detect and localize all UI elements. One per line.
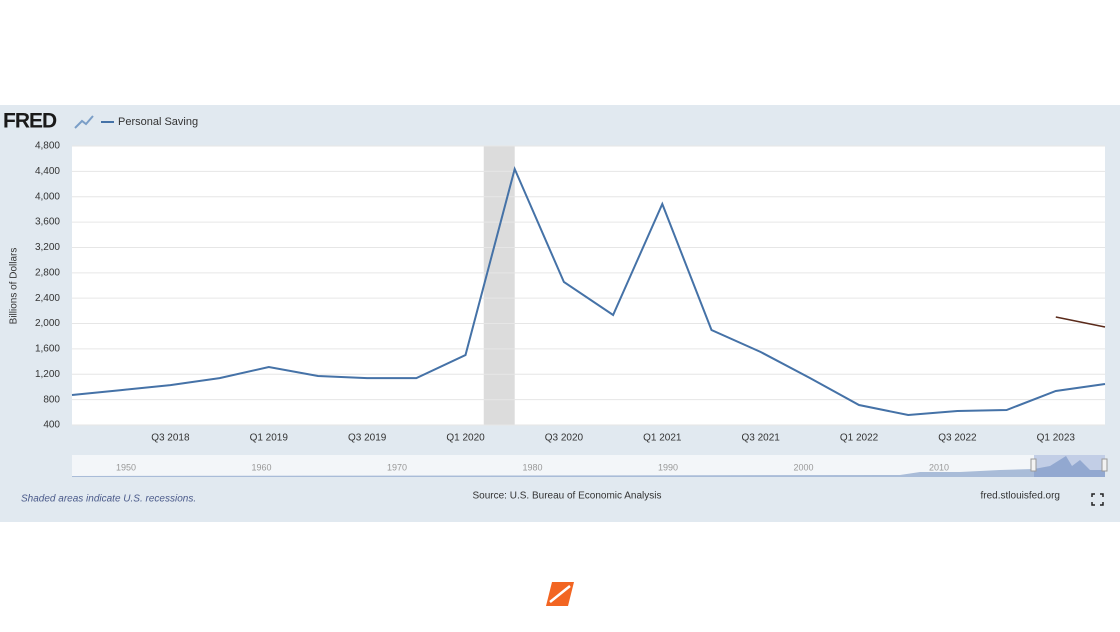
- y-tick-label: 3,200: [35, 242, 60, 253]
- y-tick-label: 2,000: [35, 318, 60, 329]
- site: fred.stlouisfed.org: [981, 491, 1061, 502]
- y-tick-label: 4,000: [35, 191, 60, 202]
- recession-shade: [483, 146, 515, 425]
- y-tick-label: 1,600: [35, 344, 60, 355]
- y-tick-label: 4,800: [35, 141, 60, 152]
- x-tick-label: Q1 2020: [446, 433, 485, 444]
- recession-note: Shaded areas indicate U.S. recessions.: [21, 494, 196, 505]
- fullscreen-icon[interactable]: [1091, 493, 1104, 506]
- navigator-label: 2010: [929, 462, 949, 472]
- y-tick-label: 1,200: [35, 369, 60, 380]
- x-tick-label: Q3 2021: [741, 433, 780, 444]
- source: Source: U.S. Bureau of Economic Analysis: [473, 491, 662, 502]
- navigator-label: 1950: [116, 462, 136, 472]
- y-tick-label: 400: [43, 420, 60, 431]
- x-tick-label: Q3 2018: [151, 433, 190, 444]
- x-tick-label: Q3 2020: [545, 433, 584, 444]
- x-tick-label: Q3 2019: [348, 433, 387, 444]
- logo: FRED: [3, 110, 57, 133]
- navigator-label: 1980: [522, 462, 542, 472]
- y-tick-label: 3,600: [35, 217, 60, 228]
- navigator-selection[interactable]: [1034, 455, 1105, 477]
- brand-icon-stroke: [549, 585, 571, 603]
- trend-line: [1055, 316, 1106, 328]
- legend-label: Personal Saving: [118, 116, 198, 128]
- x-tick-label: Q1 2022: [840, 433, 879, 444]
- x-tick-label: Q3 2022: [938, 433, 977, 444]
- y-tick-label: 800: [43, 394, 60, 405]
- x-tick-label: Q1 2023: [1037, 433, 1076, 444]
- y-tick-label: 2,800: [35, 267, 60, 278]
- y-tick-label: 4,400: [35, 166, 60, 177]
- logo-icon: [74, 115, 94, 129]
- x-tick-label: Q1 2019: [250, 433, 289, 444]
- navigator-label: 1990: [658, 462, 678, 472]
- navigator-label: 1960: [251, 462, 271, 472]
- navigator-label: 2000: [793, 462, 813, 472]
- navigator-handle[interactable]: [1101, 458, 1108, 472]
- navigator-label: 1970: [387, 462, 407, 472]
- navigator-area: [72, 456, 1105, 477]
- plot-area: [72, 146, 1105, 425]
- navigator: [72, 455, 1105, 477]
- y-axis-label: Billions of Dollars: [9, 248, 20, 325]
- navigator-handle[interactable]: [1030, 458, 1037, 472]
- y-tick-label: 2,400: [35, 293, 60, 304]
- x-tick-label: Q1 2021: [643, 433, 682, 444]
- series-line: [71, 165, 1106, 417]
